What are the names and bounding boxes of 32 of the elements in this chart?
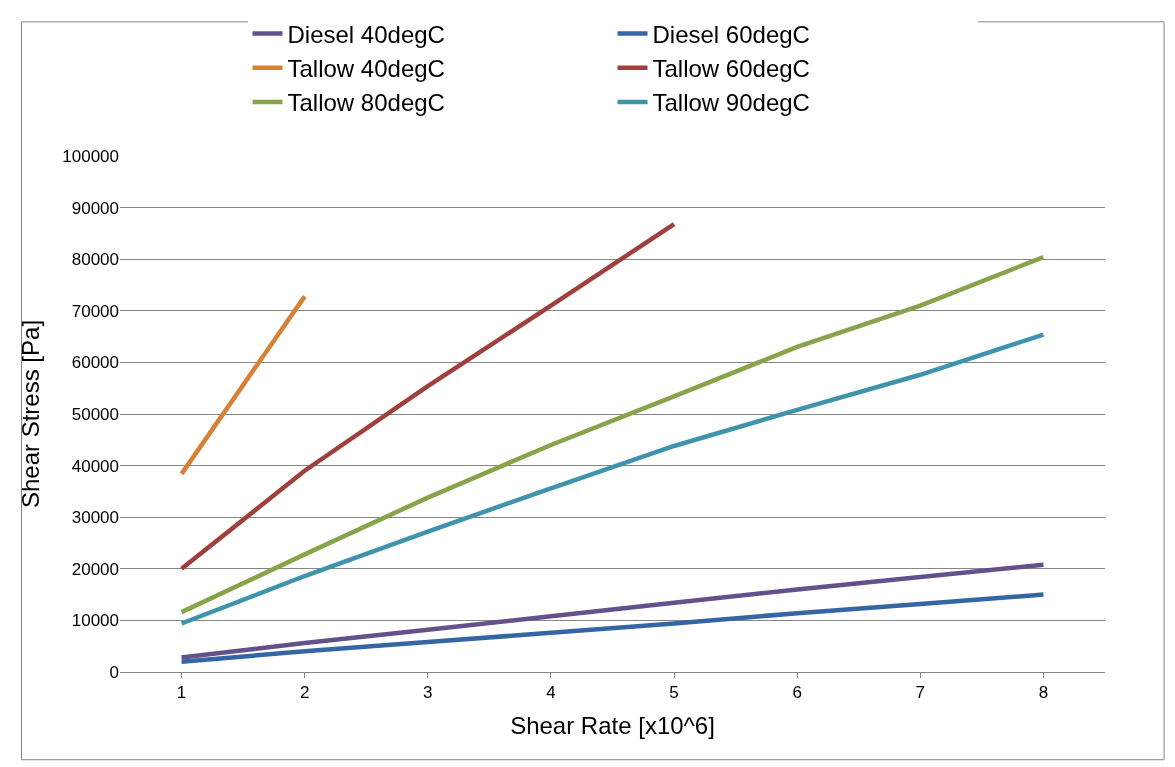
y-tick-label: 40000 xyxy=(71,456,119,476)
y-axis-title: Shear Stress [Pa] xyxy=(17,319,45,509)
line-series xyxy=(179,254,1046,615)
legend-label: Tallow 40degC xyxy=(287,55,445,83)
y-tick-label: 60000 xyxy=(71,353,119,373)
x-tick-label: 6 xyxy=(792,683,802,703)
y-tick-label: 90000 xyxy=(71,198,119,218)
y-tick-label: 70000 xyxy=(71,301,119,321)
y-tick-label: 0 xyxy=(109,662,119,682)
y-tick-label: 10000 xyxy=(71,611,119,631)
x-tick-label: 3 xyxy=(423,683,433,703)
y-tick-label: 20000 xyxy=(71,559,119,579)
line-series xyxy=(179,221,677,572)
legend-label: Tallow 90degC xyxy=(652,89,810,117)
x-tick-label: 2 xyxy=(299,683,310,703)
x-tick-label: 4 xyxy=(546,683,556,703)
x-tick-label: 5 xyxy=(669,683,679,703)
legend-label: Tallow 80degC xyxy=(287,89,445,117)
line-series xyxy=(179,332,1046,626)
legend-label: Diesel 40degC xyxy=(287,20,445,48)
x-tick-label: 1 xyxy=(176,683,187,703)
legend-label: Tallow 60degC xyxy=(652,55,810,83)
legend-label: Diesel 60degC xyxy=(652,20,810,48)
x-tick-label: 8 xyxy=(1038,683,1049,703)
y-tick-label: 80000 xyxy=(71,250,119,270)
y-tick-label: 30000 xyxy=(71,508,119,528)
x-tick-label: 7 xyxy=(915,683,926,703)
y-tick-label: 100000 xyxy=(62,146,119,166)
line-series xyxy=(179,592,1046,664)
x-axis-title: Shear Rate [x10^6] xyxy=(510,711,715,739)
y-tick-label: 50000 xyxy=(71,404,119,424)
line-series xyxy=(179,562,1046,660)
